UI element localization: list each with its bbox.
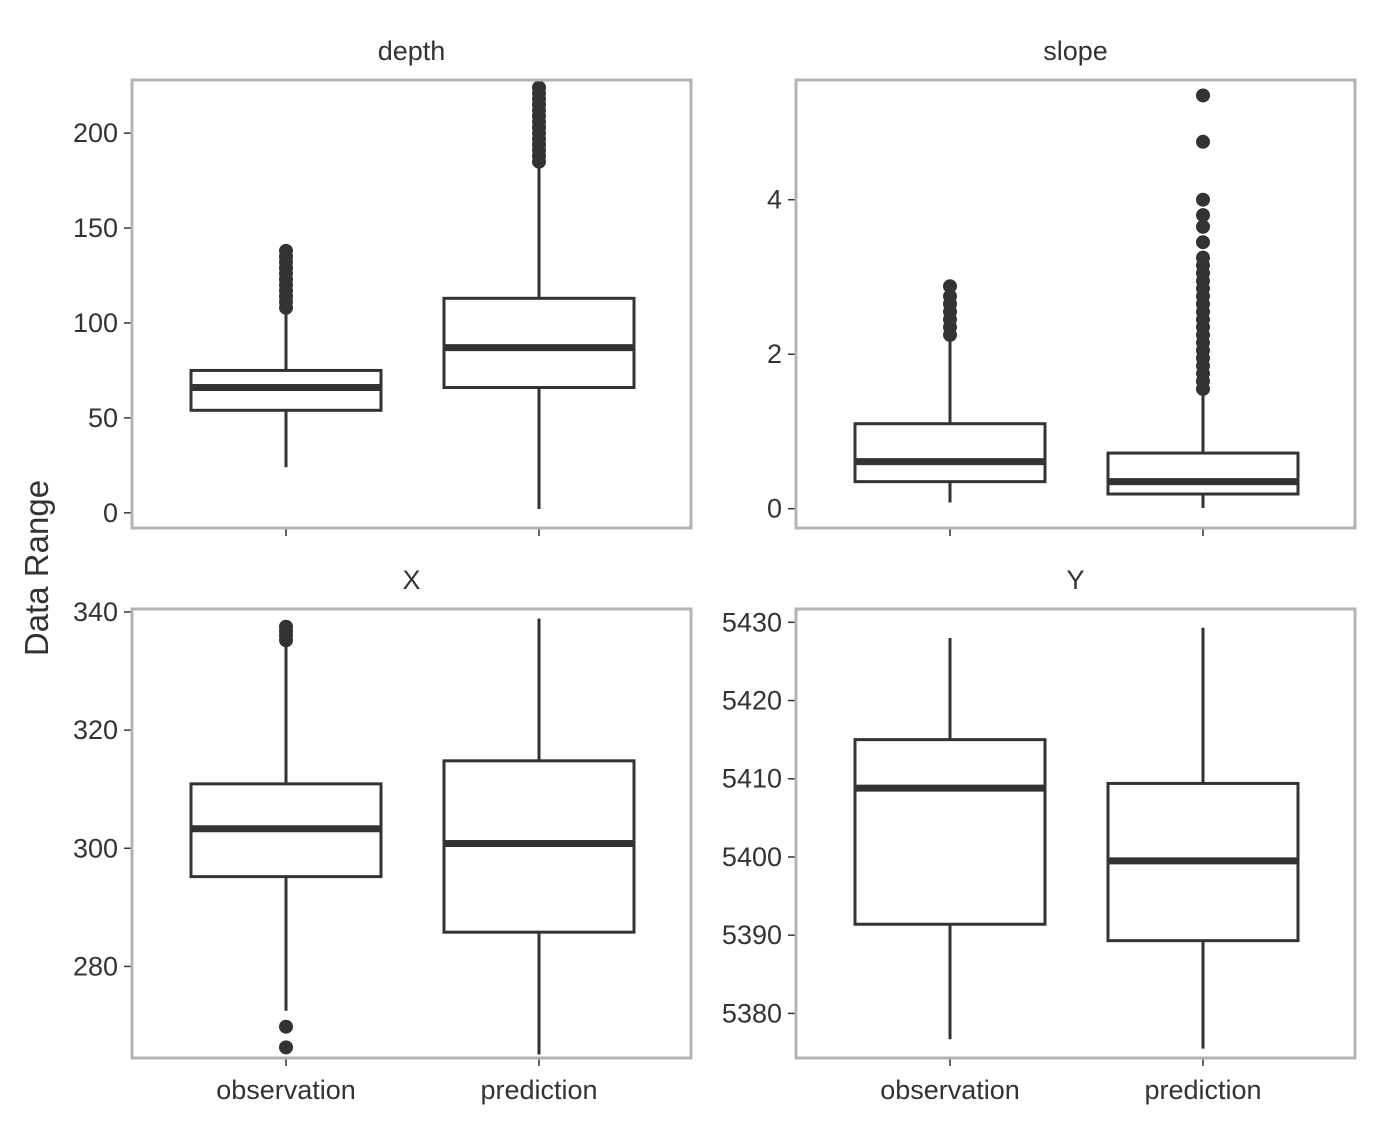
- y-tick-label: 2: [767, 339, 782, 369]
- y-tick-label: 4: [767, 185, 782, 215]
- box-prediction: [442, 618, 636, 1055]
- outlier-point: [1196, 219, 1210, 234]
- box-observation: [853, 637, 1047, 1040]
- y-tick-label: 0: [767, 494, 782, 524]
- outlier-point: [279, 1040, 293, 1055]
- y-tick-label: 5380: [722, 998, 782, 1028]
- box-prediction: [442, 80, 636, 510]
- panel-y: Y 5380 5390 5400 5410 5420 5430 observation pred…: [722, 565, 1357, 1105]
- outlier-point: [1196, 88, 1210, 103]
- x-tick-label: prediction: [1144, 1075, 1261, 1105]
- panel-title: slope: [1043, 36, 1108, 66]
- y-tick-label: 100: [73, 308, 118, 338]
- y-tick-label: 0: [103, 498, 118, 528]
- outlier-point: [943, 289, 957, 304]
- iqr-box: [1106, 451, 1300, 496]
- box-observation: [189, 619, 383, 1055]
- y-tick-label: 5390: [722, 920, 782, 950]
- box-observation: [853, 279, 1047, 503]
- x-tick-label: observation: [880, 1075, 1020, 1105]
- panel-title: depth: [378, 36, 446, 66]
- outlier-point: [279, 243, 293, 258]
- y-tick-label: 5410: [722, 764, 782, 794]
- panel-border: [794, 78, 1357, 530]
- iqr-box: [442, 296, 636, 390]
- outlier-point: [1196, 250, 1210, 265]
- y-tick-label: 280: [73, 951, 118, 981]
- box-prediction: [1106, 88, 1300, 508]
- x-tick-label: prediction: [480, 1075, 597, 1105]
- outlier-point: [1196, 134, 1210, 149]
- y-tick-label: 150: [73, 213, 118, 243]
- outlier-point: [279, 619, 293, 634]
- y-tick-label: 340: [73, 597, 118, 627]
- panel-x: X 280 300 320 340 observation prediction: [73, 565, 693, 1105]
- x-tick-label: observation: [216, 1075, 356, 1105]
- y-tick-label: 5400: [722, 842, 782, 872]
- outlier-point: [1196, 192, 1210, 207]
- panel-border: [130, 78, 693, 530]
- y-tick-label: 5430: [722, 607, 782, 637]
- panel-border: [130, 607, 693, 1060]
- box-prediction: [1106, 627, 1300, 1049]
- outlier-point: [532, 80, 546, 95]
- outlier-point: [943, 279, 957, 294]
- iqr-box: [853, 738, 1047, 926]
- panel-border: [794, 607, 1357, 1060]
- y-tick-label: 320: [73, 715, 118, 745]
- outlier-point: [1196, 235, 1210, 250]
- box-observation: [189, 243, 383, 468]
- y-tick-label: 300: [73, 833, 118, 863]
- iqr-box: [853, 422, 1047, 484]
- y-tick-label: 5420: [722, 686, 782, 716]
- panel-title: X: [402, 565, 420, 595]
- outlier-point: [279, 1019, 293, 1034]
- y-tick-label: 50: [88, 403, 118, 433]
- y-tick-label: 200: [73, 118, 118, 148]
- outlier-point: [1196, 208, 1210, 223]
- panel-slope: slope 0 2 4: [767, 36, 1357, 536]
- panel-title: Y: [1066, 565, 1084, 595]
- panels: depth 0 50 100 150 200 slope 0 2 4 X 280 300 320 340 ob…: [73, 36, 1357, 1105]
- y-axis-label: Data Range: [18, 480, 55, 656]
- panel-depth: depth 0 50 100 150 200: [73, 36, 693, 536]
